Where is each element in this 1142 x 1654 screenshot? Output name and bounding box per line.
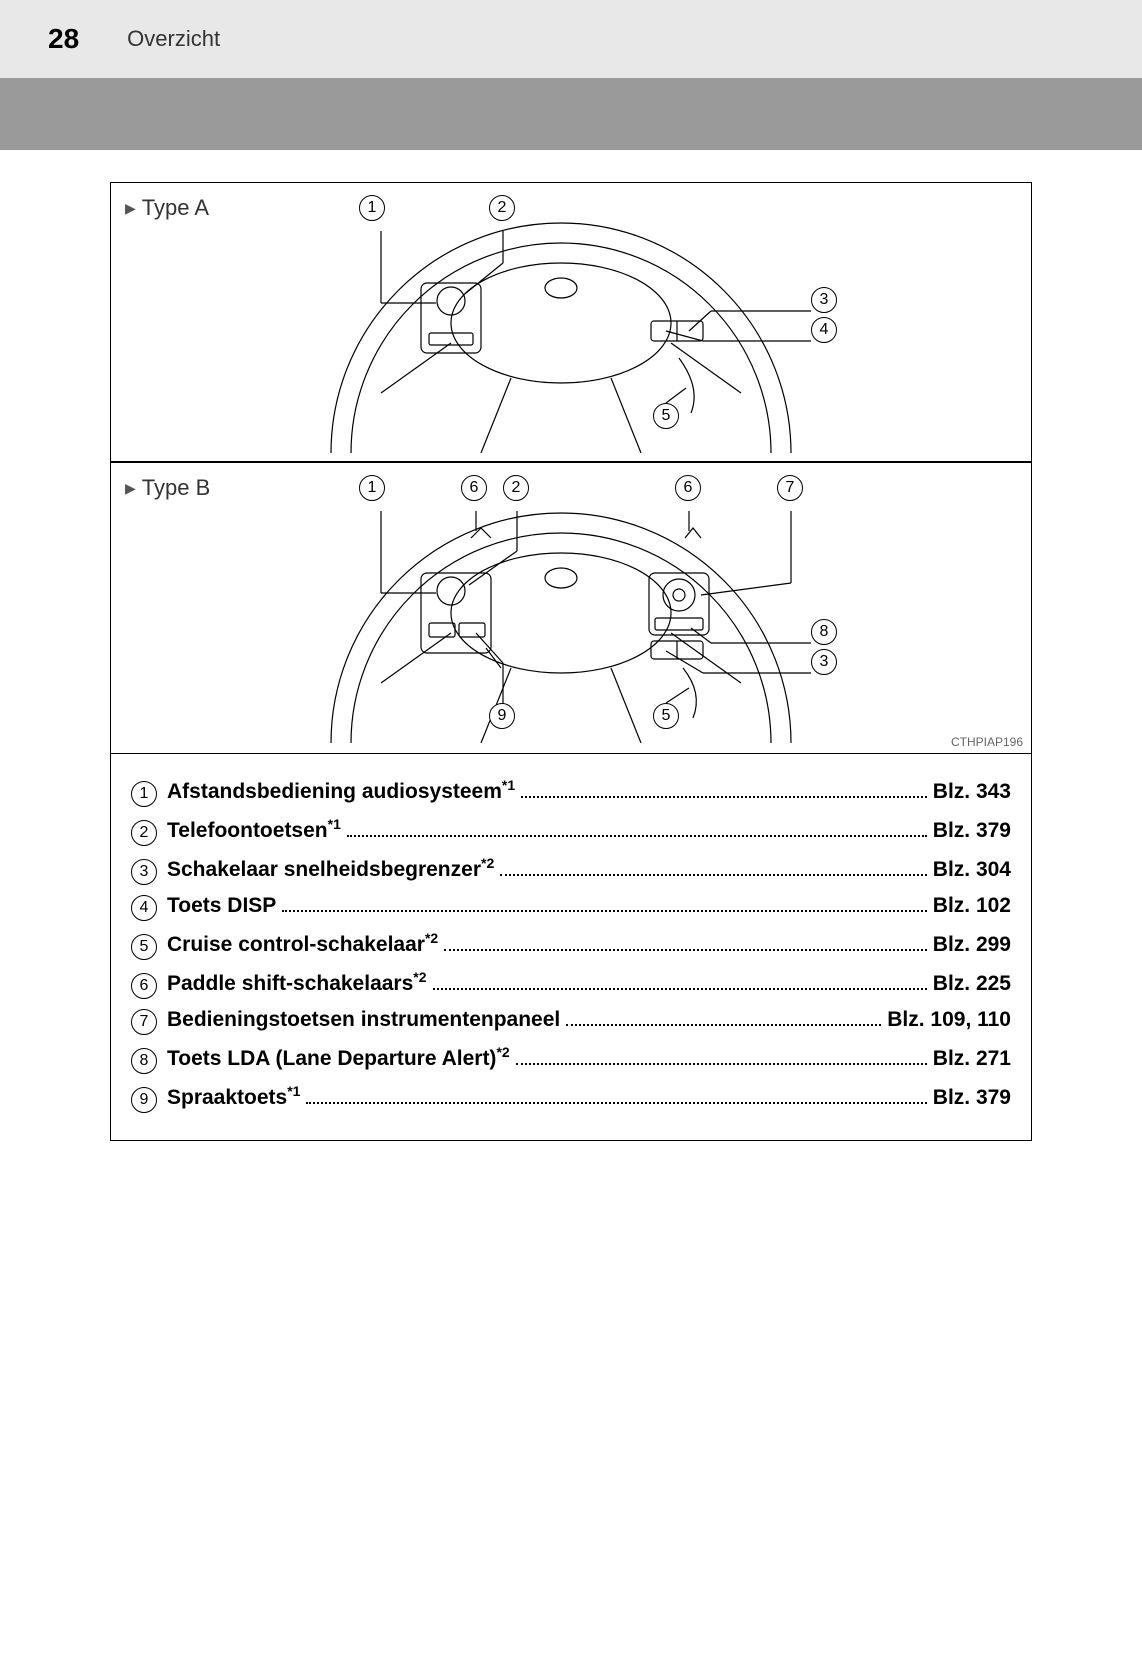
legend-list: 1 Afstandsbediening audiosysteem*1 Blz. 34… bbox=[110, 754, 1032, 1141]
callout-2: 2 bbox=[489, 195, 515, 221]
legend-item: 7 Bedieningstoetsen instrumentenpaneel Blz… bbox=[131, 1008, 1011, 1035]
legend-page: Blz. 379 bbox=[933, 819, 1011, 843]
legend-number: 8 bbox=[131, 1048, 157, 1074]
leader-dots bbox=[566, 1024, 881, 1026]
legend-page: Blz. 304 bbox=[933, 858, 1011, 882]
legend-footnote: *2 bbox=[496, 1044, 509, 1060]
callout-5: 5 bbox=[653, 403, 679, 429]
type-a-label: Type A bbox=[125, 195, 209, 221]
section-title: Overzicht bbox=[127, 26, 220, 52]
legend-number: 6 bbox=[131, 973, 157, 999]
callout-4: 4 bbox=[811, 317, 837, 343]
figure-box: Type A bbox=[110, 182, 1032, 754]
legend-item: 9 Spraaktoets*1 Blz. 379 bbox=[131, 1083, 1011, 1113]
legend-page: Blz. 102 bbox=[933, 894, 1011, 918]
leader-dots bbox=[282, 910, 926, 912]
legend-number: 9 bbox=[131, 1087, 157, 1113]
legend-label: Spraaktoets*1 bbox=[167, 1083, 300, 1110]
legend-label: Toets DISP bbox=[167, 894, 276, 918]
legend-footnote: *2 bbox=[425, 930, 438, 946]
legend-footnote: *1 bbox=[502, 777, 515, 793]
callout-1: 1 bbox=[359, 195, 385, 221]
callout-1: 1 bbox=[359, 475, 385, 501]
legend-label: Schakelaar snelheidsbegrenzer*2 bbox=[167, 855, 494, 882]
legend-label: Paddle shift-schakelaars*2 bbox=[167, 969, 427, 996]
callout-8: 8 bbox=[811, 619, 837, 645]
legend-page: Blz. 109, 110 bbox=[887, 1008, 1011, 1032]
legend-page: Blz. 225 bbox=[933, 972, 1011, 996]
legend-item: 6 Paddle shift-schakelaars*2 Blz. 225 bbox=[131, 969, 1011, 999]
legend-number: 1 bbox=[131, 781, 157, 807]
callout-7: 7 bbox=[777, 475, 803, 501]
steering-wheel-diagram-b bbox=[271, 473, 831, 743]
legend-item: 5 Cruise control-schakelaar*2 Blz. 299 bbox=[131, 930, 1011, 960]
callout-6: 6 bbox=[461, 475, 487, 501]
legend-page: Blz. 271 bbox=[933, 1047, 1011, 1071]
leader-dots bbox=[521, 796, 927, 798]
callout-3: 3 bbox=[811, 649, 837, 675]
legend-item: 2 Telefoontoetsen*1 Blz. 379 bbox=[131, 816, 1011, 846]
figure-type-a: Type A bbox=[111, 183, 1031, 463]
legend-label: Telefoontoetsen*1 bbox=[167, 816, 341, 843]
type-b-label: Type B bbox=[125, 475, 210, 501]
legend-number: 2 bbox=[131, 820, 157, 846]
leader-dots bbox=[500, 874, 927, 876]
legend-page: Blz. 343 bbox=[933, 780, 1011, 804]
legend-page: Blz. 299 bbox=[933, 933, 1011, 957]
legend-item: 4 Toets DISP Blz. 102 bbox=[131, 894, 1011, 921]
page-content: Type A bbox=[0, 150, 1142, 1141]
legend-footnote: *1 bbox=[328, 816, 341, 832]
legend-item: 1 Afstandsbediening audiosysteem*1 Blz. 34… bbox=[131, 777, 1011, 807]
legend-number: 7 bbox=[131, 1009, 157, 1035]
legend-number: 4 bbox=[131, 895, 157, 921]
image-code: CTHPIAP196 bbox=[951, 735, 1023, 749]
leader-dots bbox=[433, 988, 927, 990]
legend-label: Bedieningstoetsen instrumentenpaneel bbox=[167, 1008, 560, 1032]
legend-footnote: *2 bbox=[413, 969, 426, 985]
legend-item: 3 Schakelaar snelheidsbegrenzer*2 Blz. 304 bbox=[131, 855, 1011, 885]
callout-5: 5 bbox=[653, 703, 679, 729]
chapter-band bbox=[0, 78, 1142, 150]
leader-dots bbox=[347, 835, 927, 837]
legend-page: Blz. 379 bbox=[933, 1086, 1011, 1110]
legend-label: Toets LDA (Lane Departure Alert)*2 bbox=[167, 1044, 510, 1071]
legend-number: 5 bbox=[131, 934, 157, 960]
steering-wheel-diagram-a bbox=[271, 193, 831, 453]
leader-dots bbox=[444, 949, 927, 951]
legend-footnote: *1 bbox=[287, 1083, 300, 1099]
callout-2: 2 bbox=[503, 475, 529, 501]
legend-item: 8 Toets LDA (Lane Departure Alert)*2 Blz. … bbox=[131, 1044, 1011, 1074]
legend-label: Cruise control-schakelaar*2 bbox=[167, 930, 438, 957]
callout-6: 6 bbox=[675, 475, 701, 501]
figure-type-b: Type B bbox=[111, 463, 1031, 753]
legend-number: 3 bbox=[131, 859, 157, 885]
page-header: 28 Overzicht bbox=[0, 0, 1142, 78]
leader-dots bbox=[306, 1102, 926, 1104]
callout-3: 3 bbox=[811, 287, 837, 313]
leader-dots bbox=[516, 1063, 927, 1065]
legend-label: Afstandsbediening audiosysteem*1 bbox=[167, 777, 515, 804]
page-number: 28 bbox=[48, 23, 79, 55]
callout-9: 9 bbox=[489, 703, 515, 729]
legend-footnote: *2 bbox=[481, 855, 494, 871]
